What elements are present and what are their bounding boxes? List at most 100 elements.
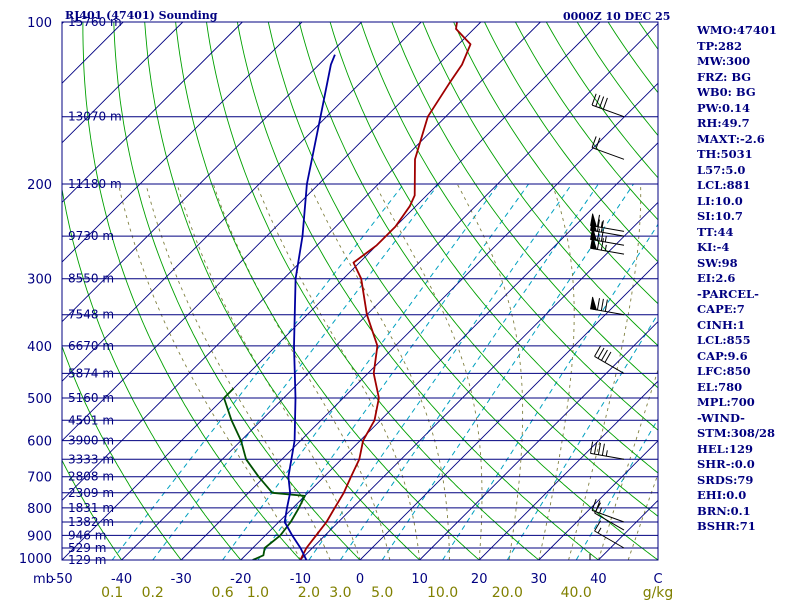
mixing-ratio-line [339, 183, 599, 560]
plot-area [62, 22, 658, 560]
pressure-tick-label: 600 [27, 435, 52, 450]
temperature-line [299, 22, 472, 560]
wind-barb-flag [594, 345, 601, 357]
index-row: L57:5.0 [697, 162, 746, 177]
mixing-ratio-tick-label: 5.0 [371, 585, 393, 600]
height-label: 129 m [68, 553, 106, 567]
wind-barb-half-flag [605, 450, 608, 457]
index-row: BSHR:71 [697, 519, 756, 533]
isotherm [62, 22, 243, 204]
pressure-unit-label: mb [33, 572, 54, 587]
index-row: KI:-4 [697, 240, 730, 254]
index-row: STM:308/28 [697, 426, 776, 440]
wind-barb-flag [593, 442, 598, 455]
wind-barb-half-flag [604, 244, 607, 251]
wind-barb-flag [597, 442, 601, 455]
pressure-tick-label: 800 [27, 502, 52, 517]
wind-barb-staff [591, 509, 625, 523]
wind-barb [590, 236, 625, 255]
parcel-line [283, 54, 336, 560]
wind-barb [594, 502, 625, 531]
height-label: 9730 m [68, 229, 114, 243]
pressure-tick-label: 900 [27, 529, 52, 544]
index-row: TP:282 [697, 38, 743, 53]
moist-adiabat [176, 183, 361, 560]
temperature-tick-label: -40 [111, 572, 132, 587]
wind-barb-flag [591, 93, 597, 106]
index-row: LI:10.0 [697, 193, 743, 208]
index-row: CAPE:7 [697, 302, 745, 316]
moist-adiabat [256, 183, 421, 560]
index-row: BRN:0.1 [697, 503, 751, 518]
pressure-tick-label: 400 [27, 340, 52, 355]
index-row: -WIND- [697, 410, 745, 425]
temperature-tick-label: 30 [531, 572, 548, 587]
index-row: SRDS:79 [697, 472, 754, 487]
pressure-tick-label: 100 [27, 16, 52, 31]
mixing-ratio-tick-label: 3.0 [329, 585, 351, 600]
mixing-ratio-line [222, 183, 500, 560]
dewpoint-line [223, 387, 306, 560]
pressure-tick-label: 200 [27, 178, 52, 193]
wind-barb-flag [596, 214, 600, 227]
height-label: 3900 m [68, 434, 114, 448]
wind-barb [590, 441, 625, 460]
index-row: FRZ: BG [697, 69, 752, 84]
height-label: 15760 m [68, 15, 122, 29]
wind-barb-flag [599, 96, 605, 109]
height-label: 2808 m [68, 470, 114, 484]
wind-barb [589, 554, 624, 560]
index-row: EL:780 [697, 379, 743, 394]
index-row: SI:10.7 [697, 209, 743, 223]
index-row: CINH:1 [697, 317, 746, 332]
index-row: RH:49.7 [697, 116, 750, 130]
plot-frame [61, 21, 659, 561]
mixing-ratio-line [308, 183, 573, 560]
wind-barb-flag [596, 298, 600, 311]
index-row: EHI:0.0 [697, 488, 747, 502]
temperature-tick-label: 40 [590, 572, 607, 587]
wind-barb [594, 520, 625, 549]
wind-barb-flag [601, 443, 605, 456]
wind-barb-staff [594, 512, 625, 531]
temperature-tick-label: -50 [51, 572, 72, 587]
temperature-tick-label: 0 [356, 572, 364, 587]
isotherm [62, 22, 362, 323]
index-row: SHR-:0.0 [697, 457, 755, 471]
wind-barb-flag [594, 502, 601, 514]
isotherm [62, 22, 303, 263]
index-row: MPL:700 [697, 395, 755, 409]
mixing-ratio-tick-label: 0.6 [211, 585, 233, 600]
mixing-ratio-tick-label: 0.2 [142, 585, 164, 600]
temperature-tick-label: -10 [290, 572, 311, 587]
wind-barb [591, 93, 625, 118]
wind-barb-pennant [590, 296, 597, 311]
temperature-unit-label: C [653, 572, 662, 587]
index-row: HEL:129 [697, 441, 753, 456]
height-label: 2309 m [68, 486, 114, 500]
wind-barb [591, 136, 625, 160]
wind-barb-half-flag [604, 235, 607, 243]
mixing-ratio-tick-label: 1.0 [247, 585, 269, 600]
height-label: 7548 m [68, 308, 114, 322]
wind-barb-flag [596, 237, 600, 250]
height-label: 13070 m [68, 110, 122, 124]
wind-barb-flag [595, 137, 601, 150]
index-row: MW:300 [697, 54, 751, 68]
pressure-tick-label: 500 [27, 392, 52, 407]
wind-barb-staff [594, 355, 625, 374]
wind-barb-flag [594, 520, 601, 532]
mixing-ratio-unit-label: g/kg [643, 585, 674, 600]
index-row: CAP:9.6 [697, 348, 748, 363]
wind-barbs [589, 22, 625, 560]
isobars [62, 22, 658, 560]
wind-barb-half-flag [599, 507, 603, 514]
height-label: 5160 m [68, 391, 114, 405]
wind-barb-flag [601, 349, 608, 361]
index-row: WB0: BG [697, 85, 756, 99]
pressure-tick-label: 1000 [19, 552, 52, 567]
index-row: TT:44 [697, 224, 734, 239]
height-label: 4501 m [68, 413, 114, 427]
index-row: MAXT:-2.6 [697, 131, 765, 146]
